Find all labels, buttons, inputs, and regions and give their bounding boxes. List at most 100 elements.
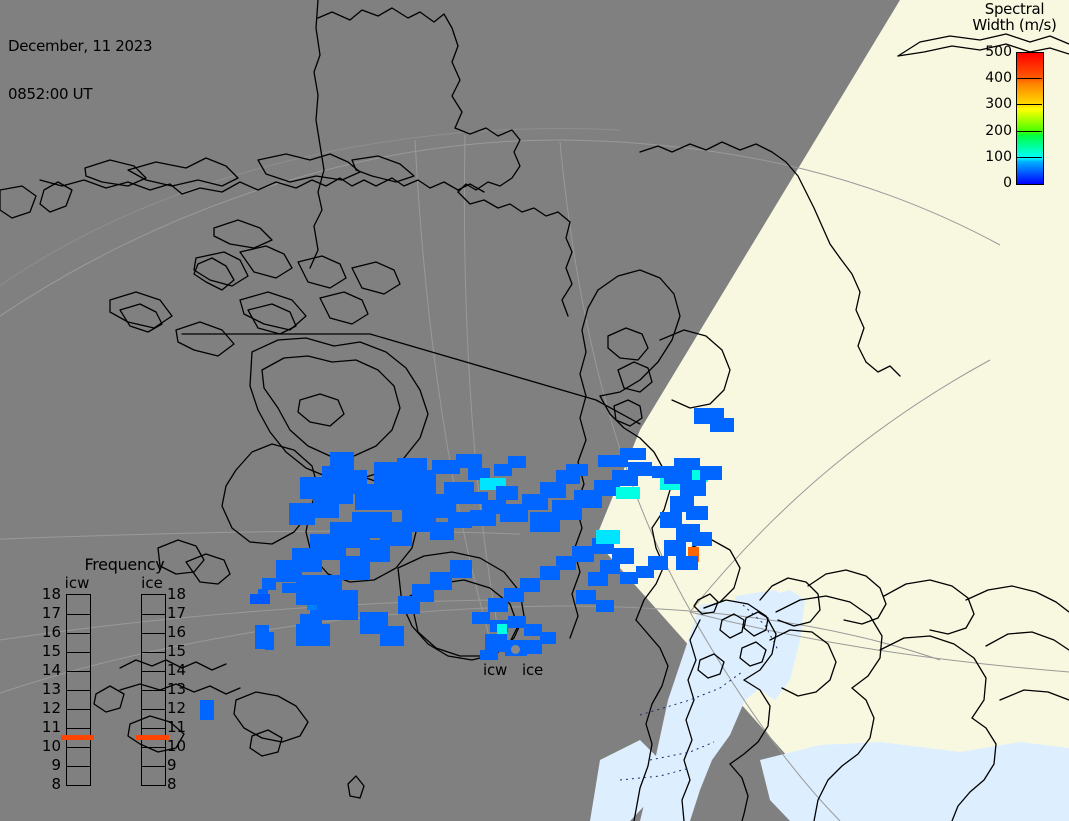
radar-cell [508, 456, 526, 468]
frequency-tick-ice-11: 11 [167, 718, 187, 736]
radar-cell [680, 480, 706, 496]
frequency-bar-ice [141, 594, 166, 786]
frequency-marker-icw [61, 734, 94, 740]
frequency-tick-icw-17: 17 [41, 604, 61, 622]
frequency-tick-ice-9: 9 [167, 756, 177, 774]
colorbar-tick-400: 400 [985, 70, 1012, 87]
frequency-tick-ice-17: 17 [167, 604, 187, 622]
radar-cell [296, 624, 330, 646]
radar-cell [540, 566, 560, 580]
radar-cell [412, 584, 434, 602]
radar-cell [300, 614, 322, 626]
timestamp-date: December, 11 2023 [8, 37, 153, 55]
radar-cell [500, 504, 528, 522]
frequency-gridline-ice-15 [142, 652, 165, 653]
radar-cell [504, 588, 524, 602]
frequency-gridline-icw-12 [67, 709, 90, 710]
radar-cell [596, 530, 620, 544]
radar-cell [588, 572, 608, 586]
radar-cell [488, 598, 508, 612]
radar-cell [472, 612, 490, 624]
radar-cell [450, 560, 472, 578]
radar-cell [262, 578, 276, 590]
radar-cell [432, 460, 460, 474]
colorbar-gradient [1016, 52, 1044, 185]
radar-cell [628, 462, 652, 476]
maritime-boundaries [619, 604, 779, 781]
radar-cell [522, 640, 542, 654]
frequency-tick-icw-18: 18 [41, 585, 61, 603]
radar-cell [688, 547, 699, 562]
radar-cell [508, 616, 526, 628]
radar-cell [430, 522, 454, 540]
frequency-tick-ice-16: 16 [167, 623, 187, 641]
radar-cell [265, 632, 274, 650]
frequency-tick-icw-13: 13 [41, 680, 61, 698]
colorbar-title-line2: Width (m/s) [972, 16, 1057, 34]
frequency-gridline-ice-14 [142, 671, 165, 672]
colorbar-backdrop [961, 0, 1069, 212]
radar-cell [300, 477, 334, 499]
radar-cell [250, 594, 270, 604]
radar-cell [444, 482, 474, 504]
radar-cell [496, 486, 518, 500]
frequency-gridline-ice-13 [142, 690, 165, 691]
radar-cell [620, 572, 638, 584]
radar-cell [494, 464, 512, 476]
frequency-gridline-icw-13 [67, 690, 90, 691]
radar-cell [686, 506, 708, 520]
radar-cell [497, 624, 507, 634]
radar-fov-arc [0, 128, 621, 287]
frequency-panel: Frequency icw ice 18 18 17 17 16 16 15 15 14 14 13… [42, 555, 197, 792]
radar-cell [692, 532, 712, 546]
frequency-gridline-icw-16 [67, 633, 90, 634]
radar-cell [576, 590, 596, 604]
frequency-gridline-ice-17 [142, 614, 165, 615]
radar-cell [289, 503, 315, 525]
colorbar-title: Spectral Width (m/s) [960, 1, 1069, 33]
frequency-gridline-icw-8 [67, 785, 90, 786]
frequency-gridline-ice-16 [142, 633, 165, 634]
station-label-ice: ice [522, 661, 544, 679]
station-label-icw: icw [483, 661, 508, 679]
frequency-tick-icw-10: 10 [41, 737, 61, 755]
colorbar-tick-0: 0 [1003, 175, 1012, 191]
radar-cell [664, 540, 686, 556]
colorbar-separator-200 [1016, 130, 1042, 132]
colorbar-separator-100 [1016, 156, 1042, 158]
radar-cell [355, 484, 385, 510]
frequency-gridline-ice-12 [142, 709, 165, 710]
frequency-title: Frequency [84, 555, 165, 574]
radar-cell [276, 560, 302, 582]
timestamp-time: 0852:00 UT [8, 85, 93, 103]
radar-cell [470, 510, 496, 526]
colorbar-separator-300 [1016, 104, 1042, 106]
radar-cell [676, 556, 698, 570]
colorbar-tick-500: 500 [985, 44, 1012, 60]
radar-cell [380, 626, 404, 646]
frequency-column-label-icw: icw [64, 574, 90, 592]
radar-cell [710, 418, 734, 432]
radar-cell [255, 625, 269, 649]
frequency-tick-icw-11: 11 [41, 718, 61, 736]
radar-cell [556, 556, 576, 570]
frequency-gridline-ice-9 [142, 766, 165, 767]
radar-cell [200, 700, 214, 720]
frequency-gridline-icw-9 [67, 766, 90, 767]
frequency-gridline-icw-10 [67, 747, 90, 748]
radar-cell [520, 578, 540, 592]
colorbar-tick-300: 300 [985, 96, 1012, 113]
frequency-gridline-ice-11 [142, 728, 165, 729]
frequency-tick-icw-15: 15 [41, 642, 61, 660]
frequency-tick-icw-9: 9 [51, 756, 61, 774]
frequency-tick-ice-10: 10 [167, 737, 187, 755]
frequency-tick-ice-12: 12 [167, 699, 187, 717]
radar-cell [485, 634, 507, 652]
frequency-marker-ice [136, 734, 169, 740]
radar-cell [572, 546, 594, 562]
radar-cell [313, 498, 339, 518]
colorbar-tick-100: 100 [985, 148, 1012, 165]
